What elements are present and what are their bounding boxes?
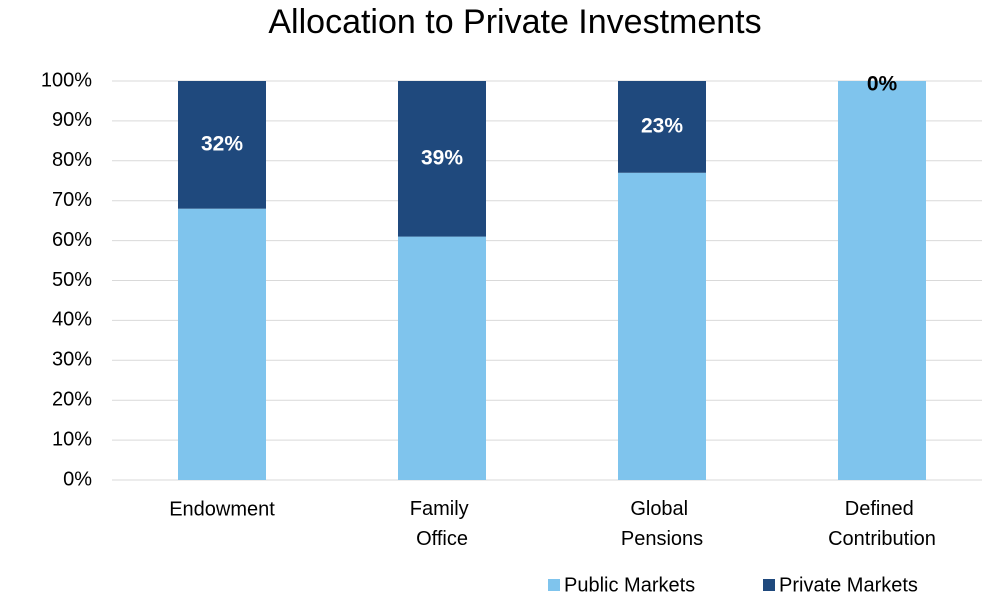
x-tick-label: Family Office xyxy=(410,498,474,550)
chart-title: Allocation to Private Investments xyxy=(268,3,761,41)
bar-segment xyxy=(178,208,266,480)
y-tick-label: 10% xyxy=(52,428,92,450)
legend-swatch xyxy=(548,579,560,591)
bar-segment xyxy=(398,81,486,237)
bar-segment xyxy=(838,81,926,480)
y-tick-label: 40% xyxy=(52,309,92,331)
legend-swatch xyxy=(763,579,775,591)
bar-segment xyxy=(618,81,706,173)
data-label: 39% xyxy=(421,146,463,169)
y-tick-label: 50% xyxy=(52,269,92,291)
data-label: 32% xyxy=(201,132,243,155)
legend-label: Private Markets xyxy=(779,574,918,596)
x-tick-label: Defined Contribution xyxy=(828,498,936,550)
y-tick-label: 30% xyxy=(52,349,92,371)
bar-segment xyxy=(398,236,486,480)
bar-segment xyxy=(618,172,706,480)
data-label: 23% xyxy=(641,114,683,137)
y-tick-label: 80% xyxy=(52,149,92,171)
y-tick-label: 60% xyxy=(52,229,92,251)
x-tick-label: Global Pensions xyxy=(621,498,703,550)
data-label: 0% xyxy=(867,73,898,96)
y-tick-label: 100% xyxy=(41,69,92,91)
y-tick-label: 90% xyxy=(52,109,92,131)
bar-segment xyxy=(178,81,266,209)
y-tick-label: 20% xyxy=(52,388,92,410)
y-tick-label: 0% xyxy=(63,468,92,490)
y-tick-label: 70% xyxy=(52,189,92,211)
legend-label: Public Markets xyxy=(564,574,695,596)
x-tick-label: Endowment xyxy=(169,498,275,520)
